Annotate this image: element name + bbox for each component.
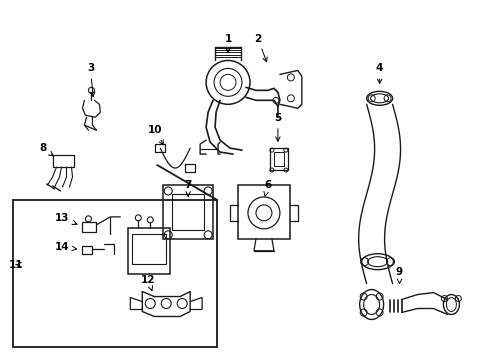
Text: 1: 1 xyxy=(224,33,231,53)
Text: 2: 2 xyxy=(254,33,266,62)
Text: 6: 6 xyxy=(264,180,271,196)
Text: 3: 3 xyxy=(87,63,95,96)
Text: 10: 10 xyxy=(148,125,163,145)
Bar xyxy=(82,246,92,254)
Bar xyxy=(172,194,203,230)
Text: 12: 12 xyxy=(141,275,155,291)
Bar xyxy=(13,200,217,347)
Bar xyxy=(238,185,289,239)
Bar xyxy=(273,152,284,166)
Text: 13: 13 xyxy=(55,213,77,225)
Bar xyxy=(82,222,96,232)
Text: 9: 9 xyxy=(395,267,402,284)
Text: 14: 14 xyxy=(55,242,77,252)
Text: 4: 4 xyxy=(375,63,383,84)
Text: 8: 8 xyxy=(39,143,53,156)
Bar xyxy=(132,234,166,264)
Bar xyxy=(128,228,170,274)
Text: 5: 5 xyxy=(274,113,281,141)
Bar xyxy=(163,185,213,239)
Text: 7: 7 xyxy=(184,180,191,196)
Text: 11: 11 xyxy=(8,260,23,270)
Bar xyxy=(269,148,287,170)
